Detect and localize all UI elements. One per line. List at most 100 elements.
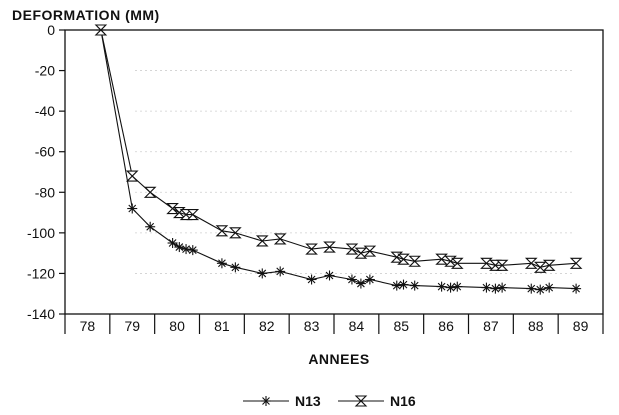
data-point-n13 (275, 266, 286, 277)
marker-stroke (146, 222, 155, 231)
legend: N13 N16 (243, 393, 416, 409)
x-tick-label: 87 (483, 318, 499, 334)
x-tick-label: 89 (573, 318, 589, 334)
x-tick-label: 81 (214, 318, 230, 334)
data-point-n13 (544, 282, 555, 293)
x-axis-title: ANNEES (308, 351, 369, 367)
series-layer (94, 24, 583, 295)
legend-marker (354, 395, 368, 407)
marker-stroke (218, 259, 226, 268)
legend-item-n13: N13 (243, 393, 321, 409)
x-tick-label: 83 (304, 318, 320, 334)
x-tick-label: 82 (259, 318, 275, 334)
marker-stroke (258, 269, 267, 278)
data-point-n16 (94, 24, 108, 36)
marker-stroke (231, 263, 240, 272)
marker-stroke (498, 283, 507, 292)
data-point-n16 (323, 241, 336, 253)
data-point-n16 (143, 186, 157, 198)
data-point-n16 (305, 243, 318, 255)
data-point-n13 (452, 281, 463, 292)
y-ticks: 0 -20 -40 -60 -80 -100 -120 -140 (27, 22, 65, 322)
gridlines (135, 70, 573, 274)
axes (64, 29, 604, 315)
data-point-n16 (345, 243, 359, 255)
data-point-n16 (166, 202, 179, 215)
data-point-n16 (533, 261, 547, 273)
marker-stroke (262, 397, 270, 405)
y-tick-label: -20 (35, 63, 55, 79)
data-point-n13 (364, 274, 375, 285)
data-point-n16 (542, 259, 556, 271)
legend-label: N16 (390, 393, 416, 409)
marker-stroke (453, 282, 462, 291)
x-tick-label: 79 (124, 318, 140, 334)
marker-stroke (182, 245, 190, 253)
y-axis-title: DEFORMATION (MM) (12, 7, 160, 23)
marker-stroke (410, 281, 419, 290)
data-point-n13 (355, 278, 366, 289)
data-point-n13 (445, 282, 456, 293)
data-point-n16 (229, 227, 242, 239)
x-tick-label: 80 (169, 318, 185, 334)
y-tick-label: -60 (35, 144, 55, 160)
x-ticks: 78 79 80 81 82 83 84 85 86 87 88 89 (64, 314, 604, 334)
marker-stroke (357, 279, 365, 288)
x-tick-label: 78 (80, 318, 96, 334)
data-point-n16 (215, 225, 229, 237)
data-point-n13 (490, 283, 501, 294)
data-point-n13 (174, 242, 185, 253)
data-point-n16 (390, 251, 404, 263)
data-point-n13 (306, 274, 317, 285)
data-point-n13 (409, 280, 420, 291)
data-point-n13 (187, 245, 198, 256)
data-point-n13 (497, 282, 508, 293)
y-tick-label: -140 (27, 306, 55, 322)
x-tick-label: 88 (528, 318, 544, 334)
marker-stroke (491, 284, 500, 293)
data-point-n13 (346, 274, 357, 285)
y-tick-label: 0 (47, 22, 55, 38)
marker-stroke (307, 275, 316, 284)
data-point-n13 (535, 284, 546, 295)
marker-stroke (168, 239, 177, 247)
marker-stroke (392, 281, 401, 290)
data-point-n16 (450, 257, 464, 269)
marker-stroke (175, 243, 184, 251)
series-n16 (94, 24, 583, 273)
data-point-n16 (273, 233, 287, 245)
data-point-n16 (480, 257, 493, 269)
data-point-n13 (481, 282, 492, 293)
data-point-n16 (524, 257, 538, 269)
marker-stroke (399, 280, 408, 289)
data-point-n13 (127, 203, 138, 214)
data-point-n13 (571, 283, 582, 294)
marker-stroke (325, 271, 334, 280)
series-line-n13 (100, 29, 577, 291)
y-tick-label: -100 (27, 225, 55, 241)
data-point-n13 (216, 258, 227, 269)
marker-stroke (276, 267, 285, 276)
legend-marker (261, 396, 271, 406)
data-point-n13 (526, 283, 537, 294)
y-tick-label: -80 (35, 184, 55, 200)
x-tick-label: 85 (393, 318, 409, 334)
legend-item-n16: N16 (338, 393, 416, 409)
data-point-n16 (444, 255, 457, 267)
series-line-n16 (100, 29, 577, 268)
marker-stroke (437, 282, 446, 291)
marker-stroke (482, 283, 491, 292)
data-point-n13 (145, 221, 156, 232)
data-point-n16 (397, 253, 410, 265)
data-point-n16 (495, 259, 509, 271)
y-tick-label: -120 (27, 265, 55, 281)
data-point-n13 (257, 268, 268, 279)
data-point-n16 (435, 253, 448, 265)
marker-stroke (527, 284, 536, 293)
data-point-n13 (181, 244, 192, 255)
marker-stroke (536, 285, 545, 294)
data-point-n13 (167, 238, 178, 248)
marker-stroke (545, 283, 554, 292)
series-n13 (95, 25, 582, 295)
data-point-n16 (408, 255, 422, 267)
